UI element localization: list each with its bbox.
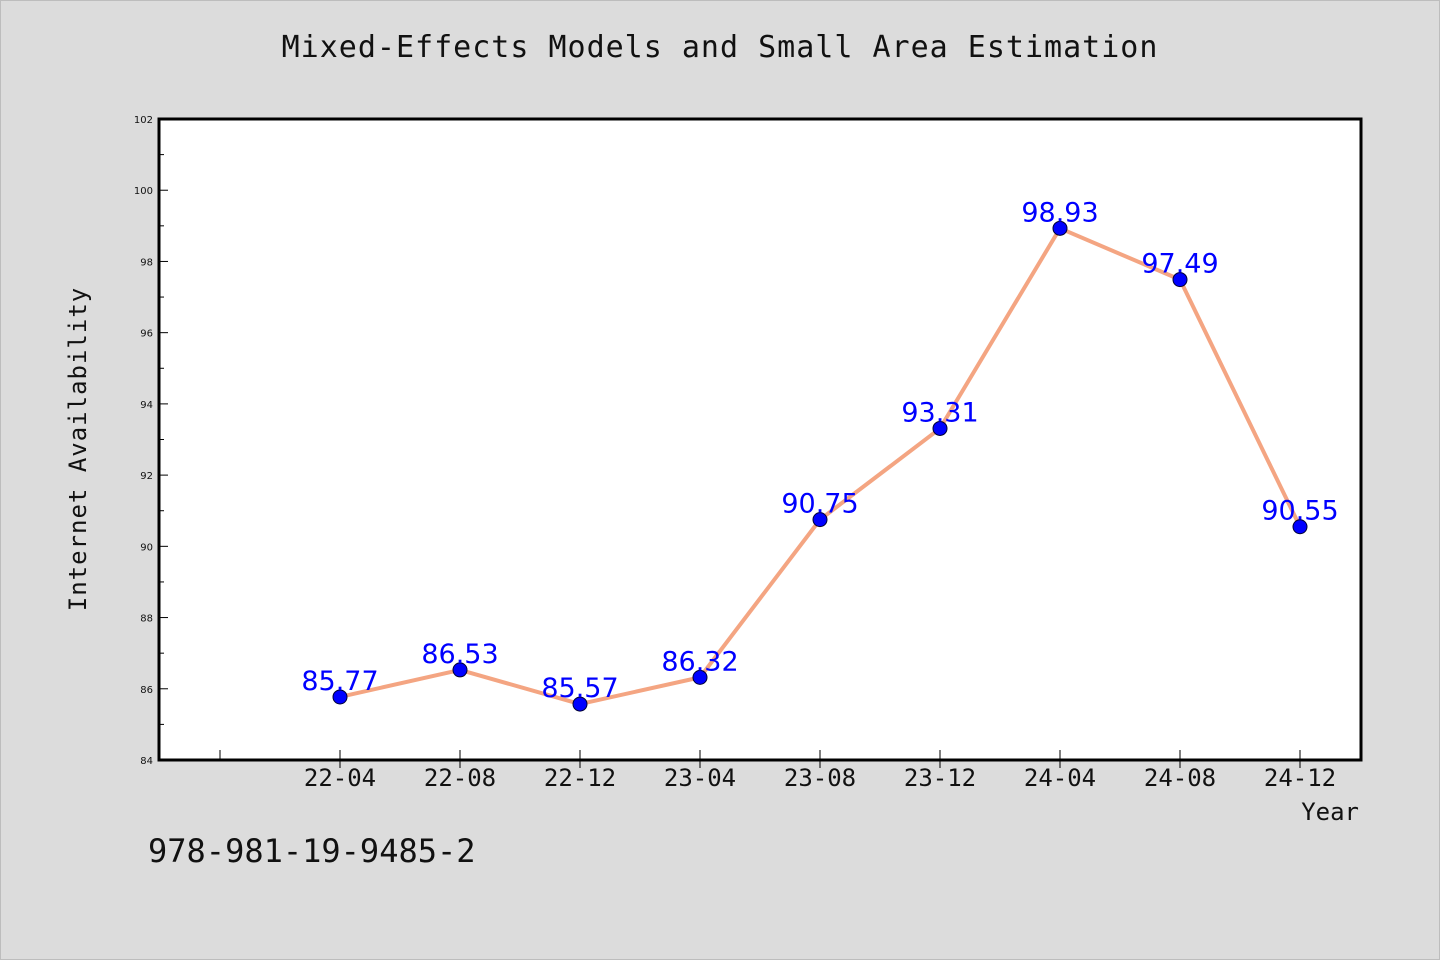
isbn-label: 978-981-19-9485-2 [148, 832, 476, 870]
data-label: 98.93 [1021, 197, 1098, 228]
y-tick-label: 88 [140, 614, 153, 625]
data-label: 97.49 [1141, 249, 1218, 280]
y-tick-label: 102 [134, 115, 153, 126]
y-tick-label: 98 [140, 257, 153, 268]
chart-title: Mixed-Effects Models and Small Area Esti… [281, 30, 1159, 65]
data-label: 90.75 [781, 489, 858, 520]
x-tick-label: 24-08 [1144, 764, 1216, 792]
y-tick-label: 96 [140, 329, 153, 340]
data-label: 85.77 [301, 666, 378, 697]
plot-area [157, 117, 1363, 762]
x-tick-label: 23-04 [664, 764, 736, 792]
data-label: 93.31 [901, 397, 978, 428]
data-point [1292, 519, 1308, 535]
y-tick-label: 92 [140, 471, 153, 482]
x-tick-label: 24-12 [1264, 764, 1336, 792]
x-axis-label: Year [1301, 798, 1359, 826]
data-label: 86.53 [421, 639, 498, 670]
x-tick-label: 23-08 [784, 764, 856, 792]
x-tick-label: 22-08 [424, 764, 496, 792]
x-tick-label: 22-12 [544, 764, 616, 792]
x-tick-label: 24-04 [1024, 764, 1096, 792]
x-axis: 22-04 22-08 22-12 23-04 23-08 23-12 24-04 24-08… [219, 750, 1336, 792]
data-point [932, 420, 948, 436]
y-tick-label: 100 [134, 186, 153, 197]
y-tick-label: 84 [140, 756, 153, 767]
x-tick-label: 22-04 [304, 764, 376, 792]
data-point [812, 512, 828, 528]
y-axis: 84 86 88 90 92 94 96 98 100 102 [134, 115, 168, 767]
y-axis-label: Internet Availability [64, 287, 92, 611]
data-point [692, 669, 708, 685]
y-tick-label: 86 [140, 685, 153, 696]
x-tick-label: 23-12 [904, 764, 976, 792]
data-label: 86.32 [661, 646, 738, 677]
data-point [1052, 220, 1068, 236]
data-point [452, 662, 468, 678]
data-label: 85.57 [541, 673, 618, 704]
data-label: 90.55 [1261, 496, 1338, 527]
data-point [572, 696, 588, 712]
y-tick-label: 94 [140, 400, 153, 411]
series-layer: 85.77 86.53 85.57 86.32 90.75 93.31 98.93 97.49… [301, 197, 1339, 712]
data-point [332, 689, 348, 705]
y-tick-label: 90 [140, 542, 153, 553]
data-point [1172, 272, 1188, 288]
